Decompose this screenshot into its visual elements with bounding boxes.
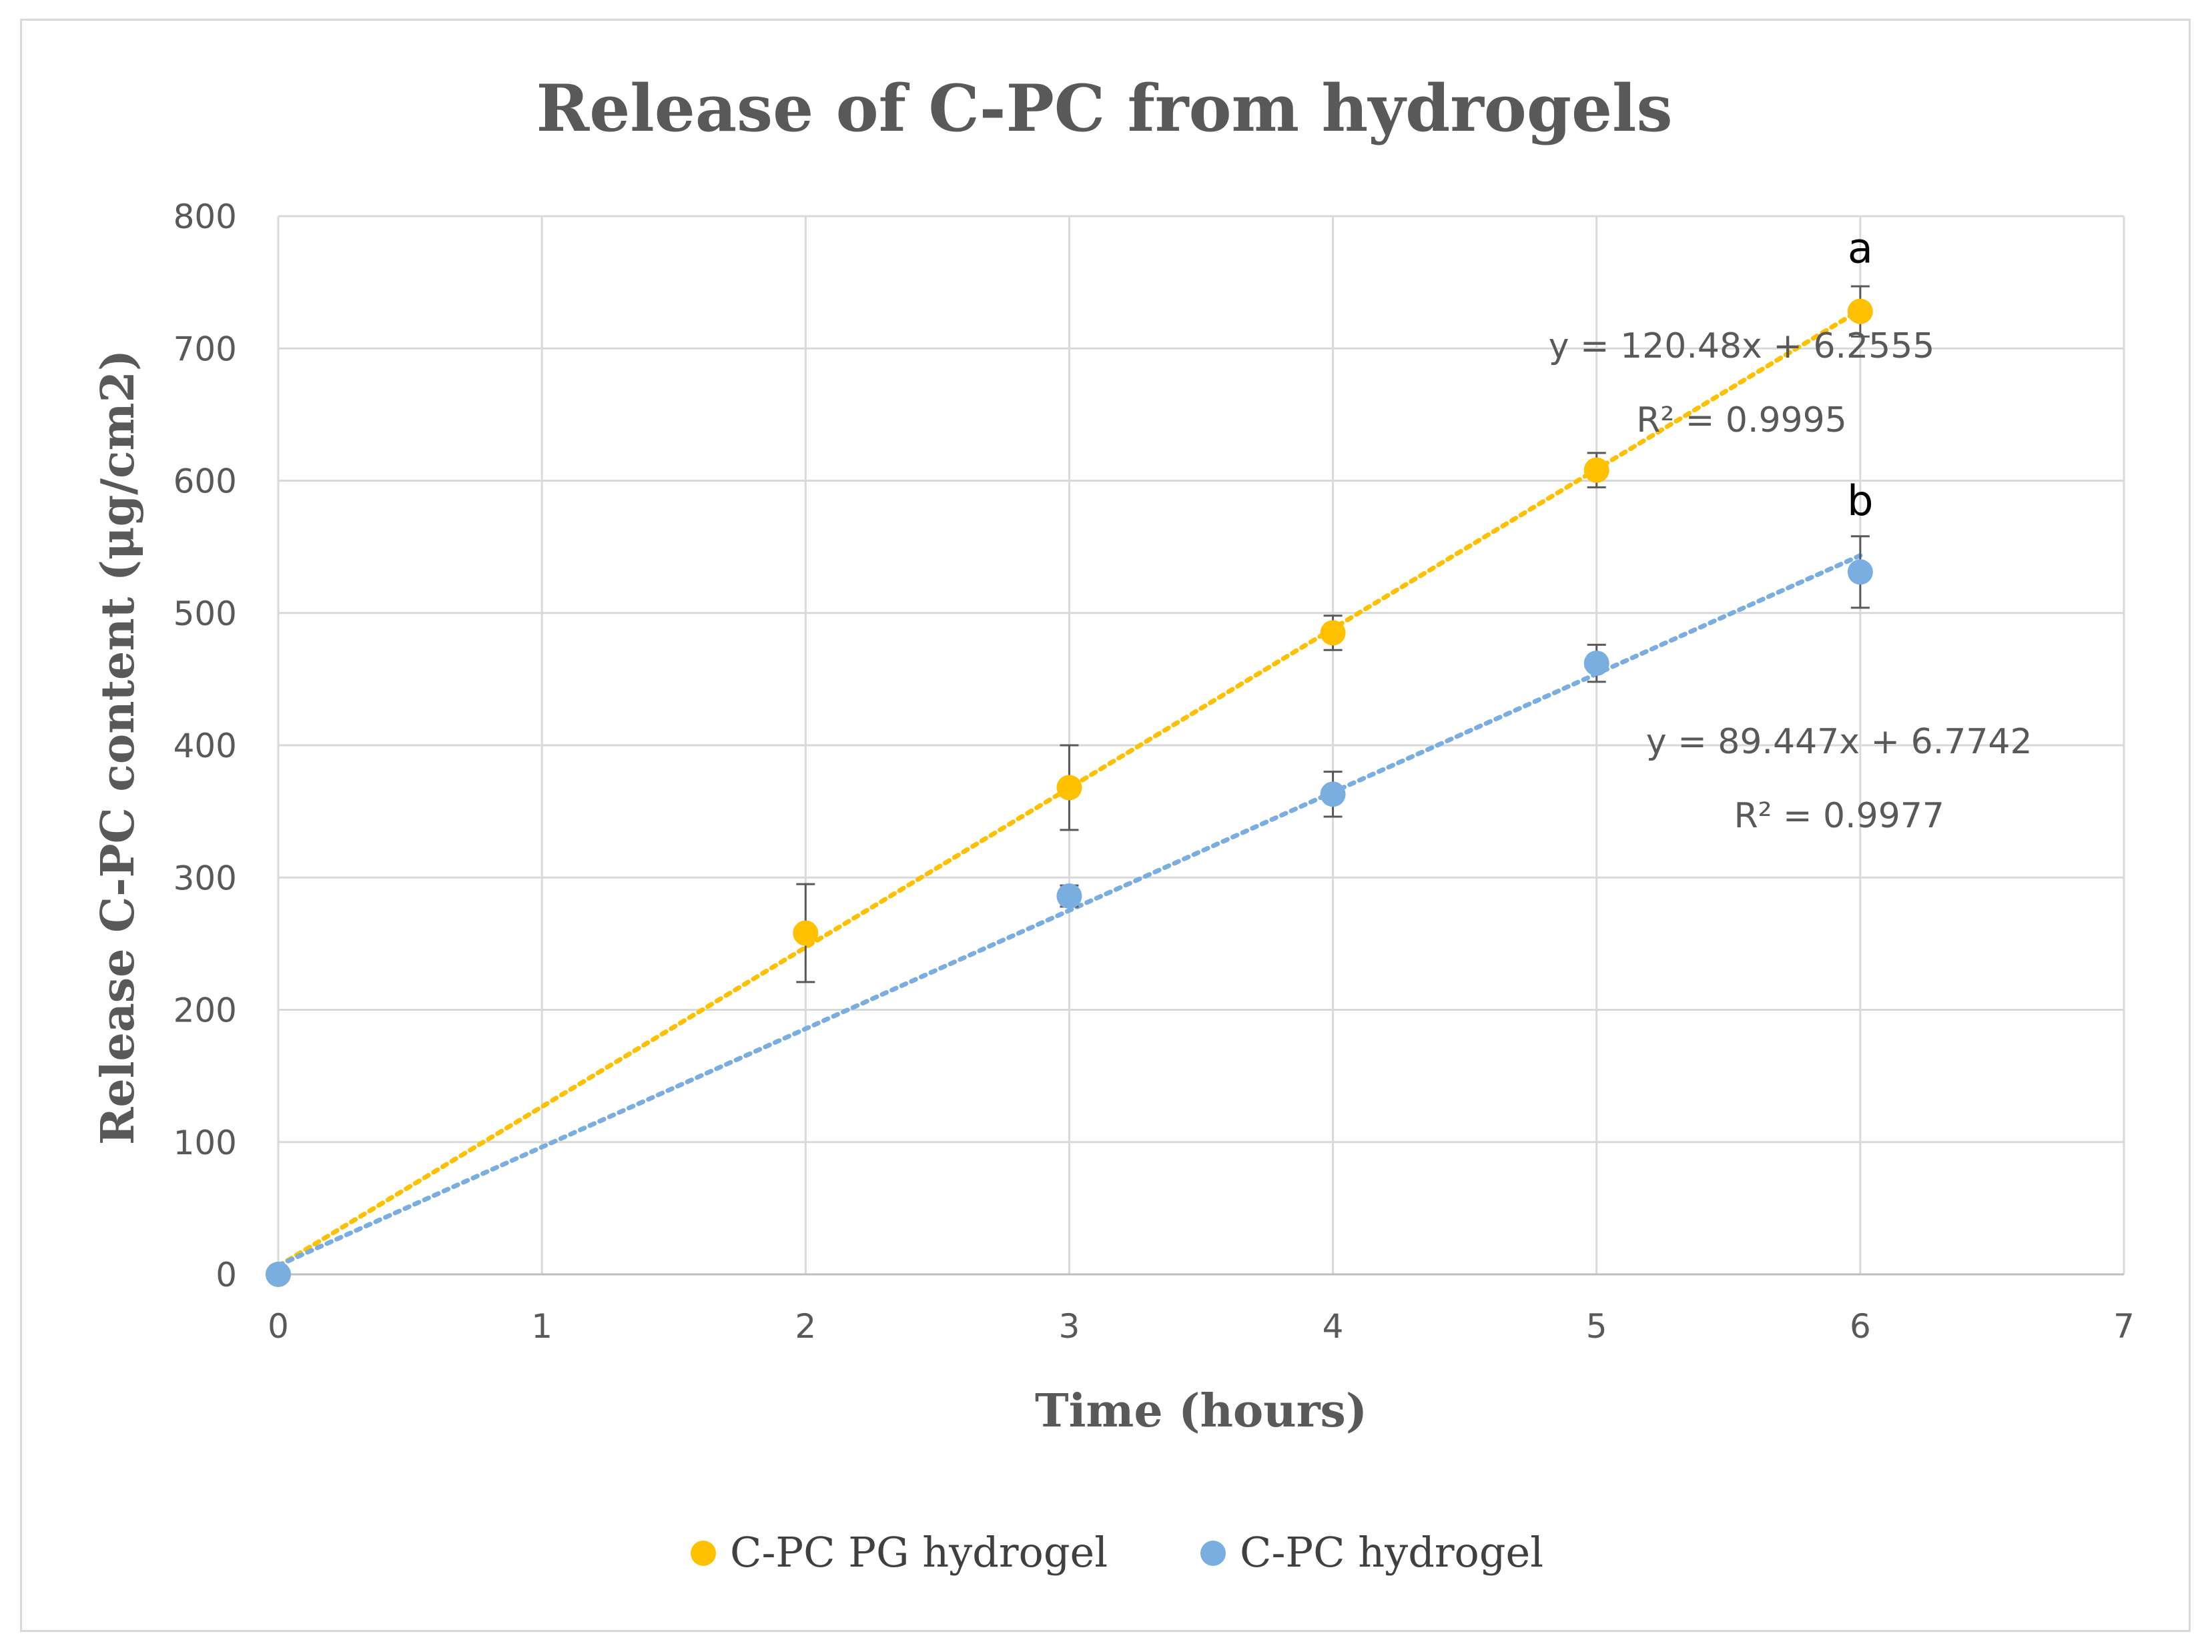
legend-marker-icon: [1200, 1541, 1226, 1566]
y-axis-title: Release C-PC content (μg/cm2): [91, 350, 145, 1145]
y-tick-label: 800: [173, 197, 237, 236]
legend-marker-icon: [691, 1541, 716, 1566]
legend-label: C-PC PG hydrogel: [730, 1528, 1108, 1577]
data-points: [266, 298, 1873, 1287]
legend-label: C-PC hydrogel: [1240, 1528, 1543, 1577]
x-tick-label: 1: [531, 1307, 552, 1346]
chart-frame: [20, 19, 2191, 1632]
data-point-pg-hydrogel: [1320, 620, 1346, 646]
y-tick-label: 0: [216, 1256, 237, 1294]
x-axis-title: Time (hours): [1035, 1384, 1367, 1438]
x-tick-label: 7: [2113, 1307, 2135, 1346]
trendline-equation: y = 120.48x + 6.2555: [1549, 326, 1935, 366]
data-point-hydrogel: [1847, 559, 1873, 585]
trendline-r-squared: R² = 0.9977: [1734, 796, 1944, 836]
y-tick-label: 300: [173, 859, 237, 897]
legend-item-pg-hydrogel[interactable]: C-PC PG hydrogel: [691, 1528, 1108, 1577]
significance-label: a: [1848, 224, 1873, 272]
trendline-equation: y = 89.447x + 6.7742: [1646, 722, 2033, 762]
trendline-r-squared: R² = 0.9995: [1636, 400, 1847, 440]
data-point-pg-hydrogel: [1847, 298, 1873, 324]
x-tick-label: 3: [1059, 1307, 1080, 1346]
data-point-pg-hydrogel: [1583, 457, 1609, 483]
data-point-hydrogel: [1056, 883, 1082, 909]
y-tick-label: 100: [173, 1124, 237, 1162]
y-tick-label: 200: [173, 991, 237, 1030]
x-tick-label: 4: [1323, 1307, 1344, 1346]
y-tick-label: 500: [173, 594, 237, 633]
significance-label: b: [1847, 476, 1873, 525]
data-point-hydrogel: [1320, 781, 1346, 807]
legend-item-hydrogel[interactable]: C-PC hydrogel: [1200, 1528, 1543, 1577]
x-tick-label: 0: [268, 1307, 289, 1346]
grid: [277, 215, 2125, 1276]
legend: C-PC PG hydrogel C-PC hydrogel: [691, 1528, 1543, 1577]
x-tick-label: 2: [795, 1307, 816, 1346]
chart-title: Release of C-PC from hydrogels: [536, 71, 1672, 146]
data-point-hydrogel: [1583, 651, 1609, 677]
x-tick-label: 5: [1586, 1307, 1607, 1346]
x-tick-label: 6: [1850, 1307, 1871, 1346]
y-tick-label: 700: [173, 330, 237, 368]
data-point-hydrogel: [266, 1262, 291, 1287]
annotations: y = 120.48x + 6.2555 R² = 0.9995 y = 89.44…: [1549, 224, 2033, 836]
data-point-pg-hydrogel: [1056, 775, 1082, 801]
data-point-pg-hydrogel: [793, 920, 819, 946]
y-tick-label: 600: [173, 462, 237, 501]
y-tick-label: 400: [173, 727, 237, 765]
tick-labels: 0 1 2 3 4 5 6 7 0 100 200 300 400 500 600 700 800: [173, 197, 2135, 1346]
